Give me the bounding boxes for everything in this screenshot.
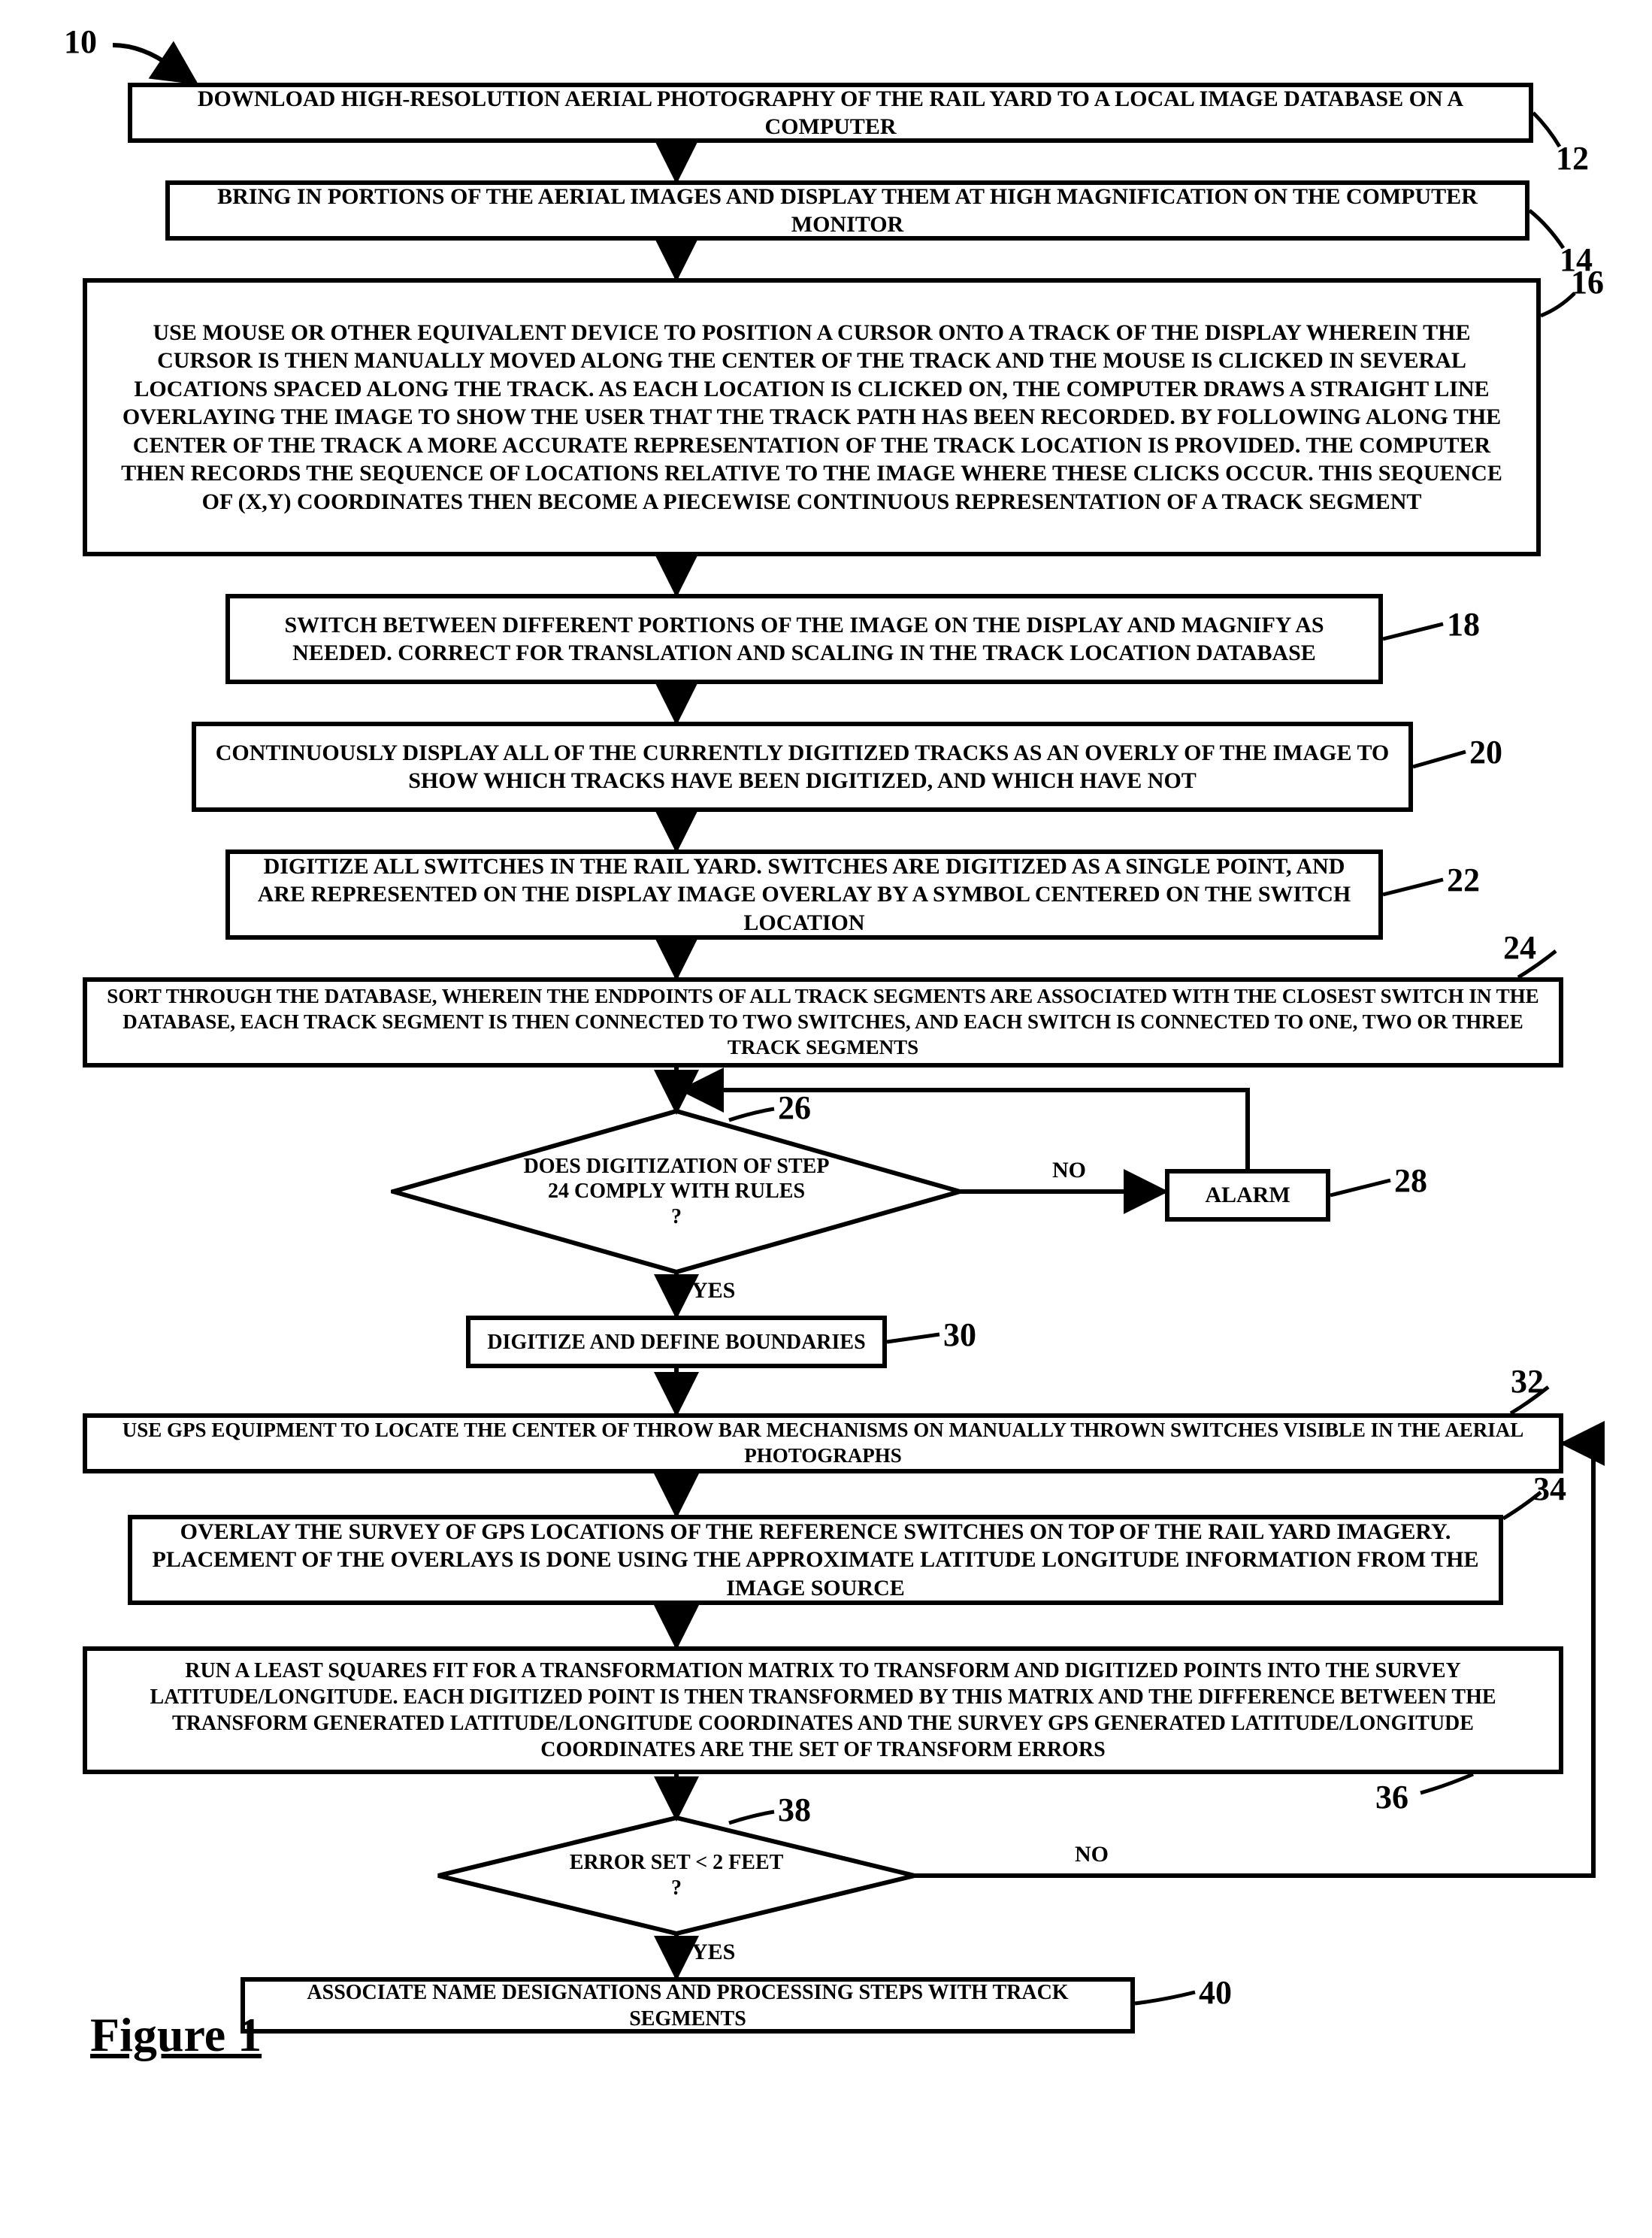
d26-no: NO bbox=[1052, 1158, 1086, 1183]
decision-38-line1: ERROR SET < 2 FEET bbox=[570, 1850, 784, 1876]
ref-38: 38 bbox=[778, 1791, 811, 1829]
step-28-alarm: ALARM bbox=[1165, 1169, 1330, 1222]
step-40: ASSOCIATE NAME DESIGNATIONS AND PROCESSI… bbox=[241, 1977, 1135, 2034]
step-34: OVERLAY THE SURVEY OF GPS LOCATIONS OF T… bbox=[128, 1515, 1503, 1605]
step-40-text: ASSOCIATE NAME DESIGNATIONS AND PROCESSI… bbox=[262, 1979, 1114, 2032]
ref-24: 24 bbox=[1503, 928, 1536, 967]
step-22-text: DIGITIZE ALL SWITCHES IN THE RAIL YARD. … bbox=[247, 852, 1362, 937]
step-18: SWITCH BETWEEN DIFFERENT PORTIONS OF THE… bbox=[225, 594, 1383, 684]
step-12-text: DOWNLOAD HIGH-RESOLUTION AERIAL PHOTOGRA… bbox=[149, 85, 1512, 141]
step-22: DIGITIZE ALL SWITCHES IN THE RAIL YARD. … bbox=[225, 849, 1383, 940]
step-14-text: BRING IN PORTIONS OF THE AERIAL IMAGES A… bbox=[186, 183, 1508, 239]
ref-12: 12 bbox=[1556, 139, 1589, 177]
step-18-text: SWITCH BETWEEN DIFFERENT PORTIONS OF THE… bbox=[247, 611, 1362, 668]
d38-no: NO bbox=[1075, 1842, 1109, 1867]
step-24: SORT THROUGH THE DATABASE, WHEREIN THE E… bbox=[83, 977, 1563, 1068]
decision-38-line2: ? bbox=[671, 1876, 682, 1901]
step-24-text: SORT THROUGH THE DATABASE, WHEREIN THE E… bbox=[104, 984, 1542, 1060]
decision-38: ERROR SET < 2 FEET ? bbox=[436, 1816, 917, 1936]
decision-26-line2: 24 COMPLY WITH RULES bbox=[548, 1179, 805, 1204]
ref-16: 16 bbox=[1571, 263, 1604, 301]
step-36: RUN A LEAST SQUARES FIT FOR A TRANSFORMA… bbox=[83, 1646, 1563, 1774]
ref-22: 22 bbox=[1447, 861, 1480, 899]
ref-20: 20 bbox=[1469, 733, 1502, 771]
ref-40: 40 bbox=[1199, 1973, 1232, 2012]
step-20: CONTINUOUSLY DISPLAY ALL OF THE CURRENTL… bbox=[192, 722, 1413, 812]
ref-32: 32 bbox=[1511, 1362, 1544, 1401]
d38-yes: YES bbox=[691, 1940, 735, 1965]
d26-yes: YES bbox=[691, 1278, 735, 1304]
step-32-text: USE GPS EQUIPMENT TO LOCATE THE CENTER O… bbox=[104, 1418, 1542, 1469]
decision-26-line3: ? bbox=[671, 1204, 682, 1230]
step-34-text: OVERLAY THE SURVEY OF GPS LOCATIONS OF T… bbox=[149, 1518, 1482, 1603]
decision-26: DOES DIGITIZATION OF STEP 24 COMPLY WITH… bbox=[391, 1109, 962, 1274]
step-16: USE MOUSE OR OTHER EQUIVALENT DEVICE TO … bbox=[83, 278, 1541, 556]
decision-26-line1: DOES DIGITIZATION OF STEP bbox=[524, 1154, 830, 1180]
ref-36: 36 bbox=[1375, 1778, 1408, 1816]
ref-26: 26 bbox=[778, 1089, 811, 1127]
step-12: DOWNLOAD HIGH-RESOLUTION AERIAL PHOTOGRA… bbox=[128, 83, 1533, 143]
step-32: USE GPS EQUIPMENT TO LOCATE THE CENTER O… bbox=[83, 1413, 1563, 1473]
step-36-text: RUN A LEAST SQUARES FIT FOR A TRANSFORMA… bbox=[104, 1658, 1542, 1763]
ref-30: 30 bbox=[943, 1316, 976, 1354]
step-16-text: USE MOUSE OR OTHER EQUIVALENT DEVICE TO … bbox=[104, 319, 1520, 516]
step-28-text: ALARM bbox=[1205, 1181, 1290, 1210]
ref-18: 18 bbox=[1447, 605, 1480, 644]
ref-10: 10 bbox=[64, 23, 97, 61]
step-20-text: CONTINUOUSLY DISPLAY ALL OF THE CURRENTL… bbox=[213, 739, 1392, 795]
step-30-text: DIGITIZE AND DEFINE BOUNDARIES bbox=[487, 1329, 865, 1355]
step-30: DIGITIZE AND DEFINE BOUNDARIES bbox=[466, 1316, 887, 1368]
ref-28: 28 bbox=[1394, 1161, 1427, 1200]
step-14: BRING IN PORTIONS OF THE AERIAL IMAGES A… bbox=[165, 180, 1529, 241]
ref-34: 34 bbox=[1533, 1470, 1566, 1508]
figure-label: Figure 1 bbox=[90, 2007, 262, 2063]
